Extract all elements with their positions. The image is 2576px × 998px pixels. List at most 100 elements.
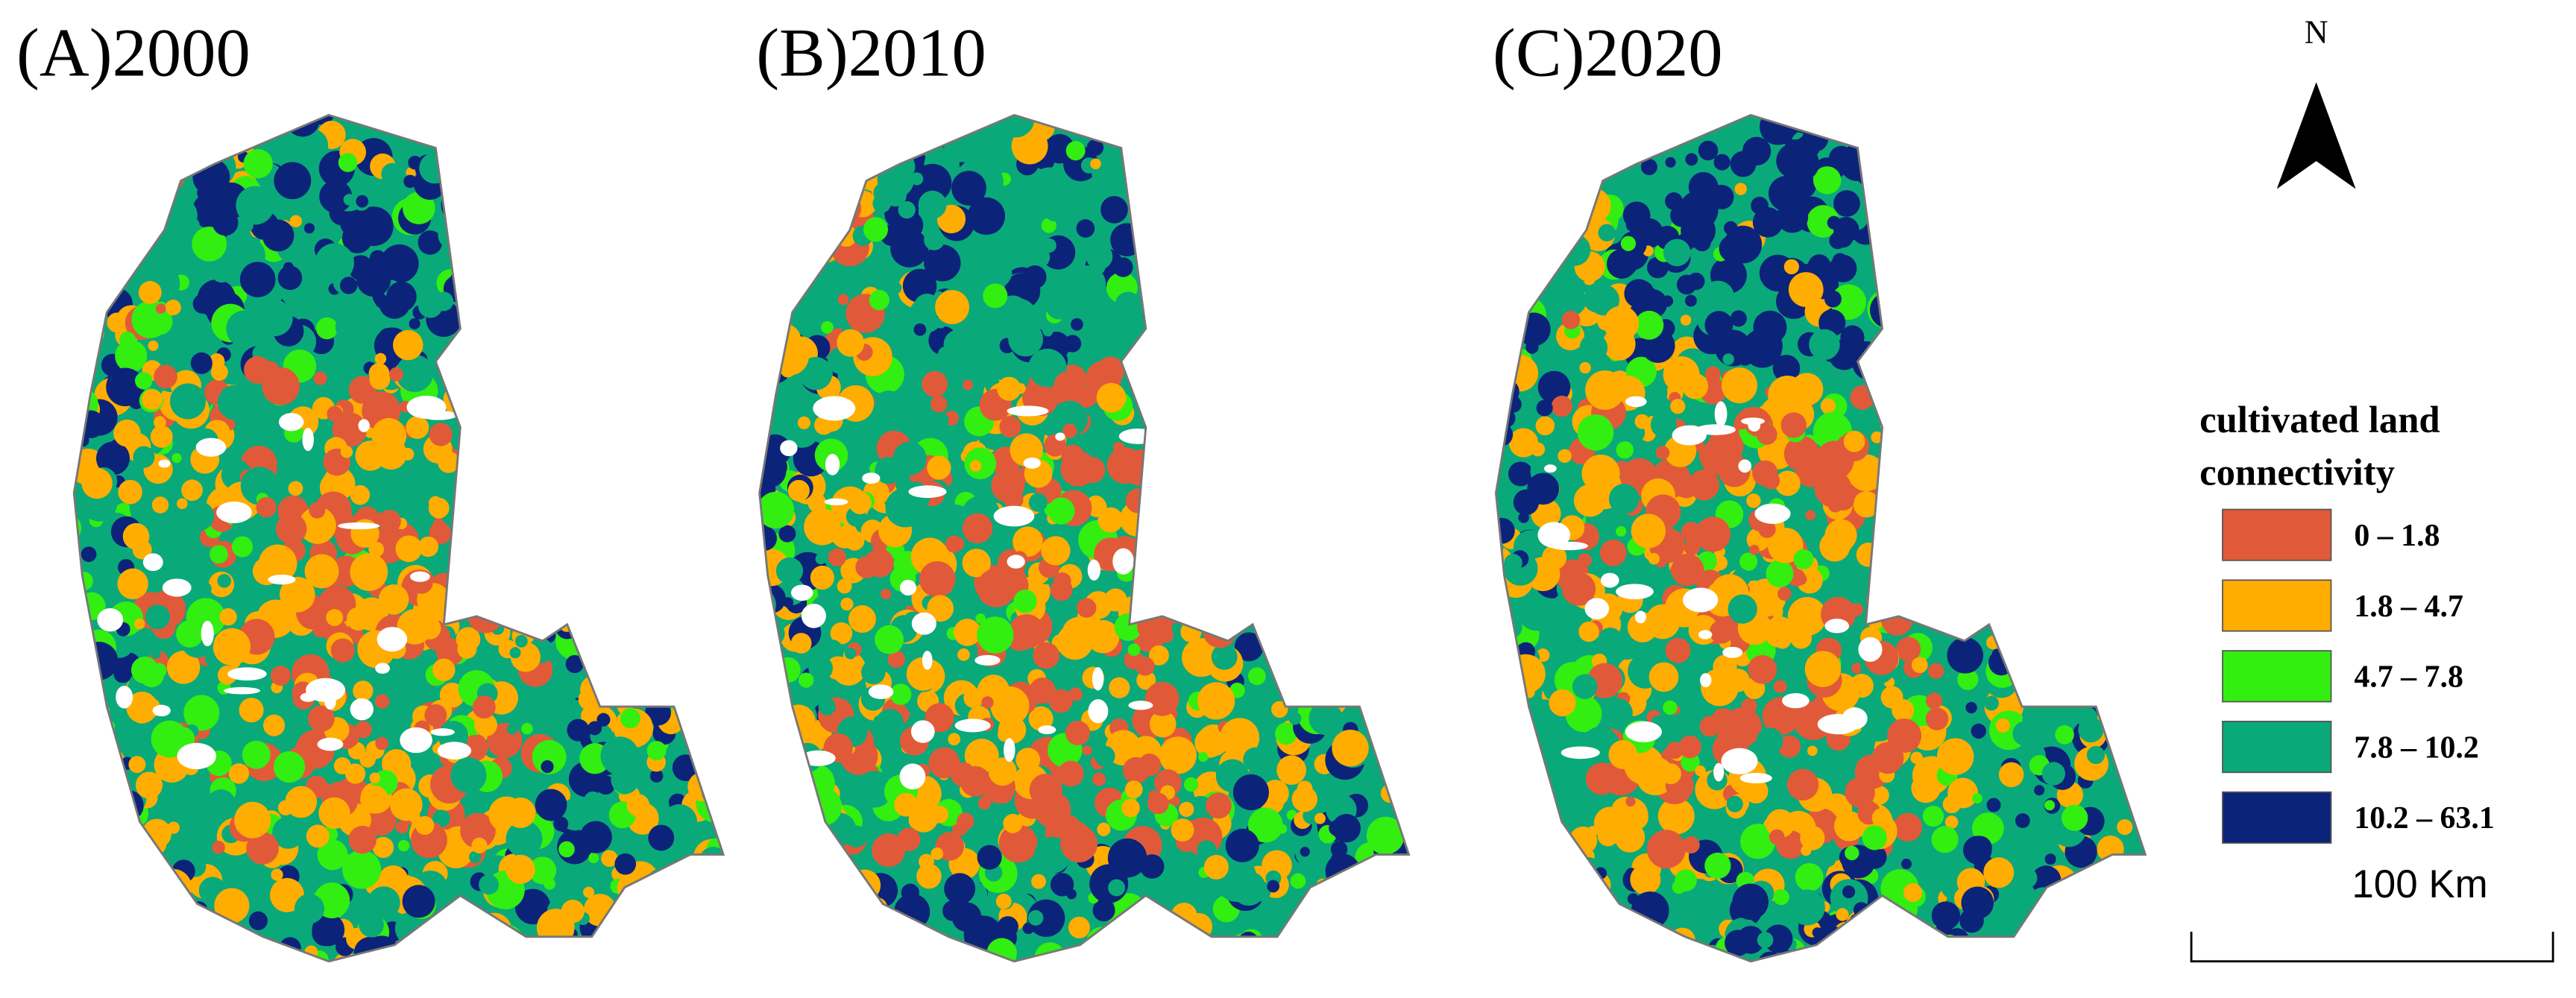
map-patch [360,785,389,814]
map-patch [105,941,131,961]
map-patch [1363,351,1391,379]
map-patch [289,215,303,227]
map-gap [801,604,826,628]
map-patch [901,338,922,360]
map-gap [430,728,455,736]
map-gap [158,459,171,468]
map-patch [1508,461,1534,487]
map-patch [1248,413,1285,449]
map-patch [806,959,819,961]
map-patch [759,455,787,487]
map-patch [1259,387,1278,405]
map-patch [2120,163,2141,183]
map-patch [1957,127,1969,139]
map-patch [258,544,297,584]
map-patch [711,334,724,359]
map-patch [1926,388,1944,406]
map-patch [1919,460,1948,490]
map-patch [1332,729,1369,767]
map-gap [201,620,214,647]
map-patch [700,386,714,400]
map-patch [117,847,154,884]
map-patch [315,243,354,282]
map-patch [460,126,488,154]
map-patch [701,385,724,426]
map-patch [2139,422,2146,452]
map-patch [670,460,705,496]
map-patch [1226,306,1240,319]
legend-label: 7.8 – 10.2 [2354,730,2479,765]
map-patch [2001,451,2041,490]
map-patch [1155,256,1188,288]
map-patch [2144,675,2146,689]
map-patch [1894,560,1912,579]
map-patch [1286,534,1301,549]
map-patch [1208,940,1238,961]
map-patch [150,957,168,961]
map-patch [2076,119,2115,157]
map-patch [476,912,512,949]
map-patch [1045,203,1063,221]
map-patch [1251,164,1279,191]
map-patch [1126,115,1153,134]
map-patch [1869,600,1887,618]
map-patch [274,162,312,200]
map-patch [684,117,705,139]
map-patch [569,431,602,464]
map-patch [708,569,724,607]
map-patch [1386,563,1409,600]
map-patch [518,593,542,616]
map-patch [521,321,532,332]
map-patch [578,581,589,593]
map-patch [1385,768,1406,789]
map-patch [1211,326,1229,344]
map-patch [673,355,685,368]
map-patch [1845,909,1884,947]
map-patch [1991,945,2027,961]
map-patch [532,203,547,217]
map-patch [809,200,844,234]
map-patch [460,157,487,184]
map-patch [1912,657,1928,674]
map-patch [596,713,611,727]
map-patch [1942,203,1952,214]
map-patch [148,340,159,351]
map-patch [491,439,522,469]
map-patch [639,618,665,644]
map-patch [1984,589,2018,623]
map-patch [643,280,659,296]
map-patch [1365,633,1382,651]
map-patch [228,763,250,784]
map-patch [1156,341,1190,375]
map-patch [1593,115,1614,119]
map-patch [684,487,720,524]
map-patch [1844,115,1873,139]
scale-label: 100 Km [2352,862,2487,906]
map-patch [1361,450,1395,484]
map-patch [1849,673,1874,698]
map-patch [1180,169,1219,208]
map-patch [1892,698,1915,721]
map-patch [2033,891,2064,920]
map-patch [2137,477,2146,488]
map-patch [1288,594,1314,620]
map-patch [1373,575,1409,612]
map-patch [1155,132,1183,160]
map-patch [1111,129,1125,143]
map-patch [2082,934,2117,961]
map-patch [1271,701,1288,719]
map-patch [1277,429,1290,441]
map-patch [908,811,927,830]
map-patch [2080,233,2097,250]
map-patch [866,897,888,919]
map-patch [1496,527,1500,545]
map-patch [1266,520,1291,546]
map-patch [2051,400,2085,435]
map-patch [654,446,684,476]
map-patch [236,117,251,131]
map-patch [1962,499,1983,519]
map-patch [1172,215,1204,247]
map-patch [558,299,570,311]
map-patch [2117,819,2133,836]
map-patch [2109,938,2139,961]
